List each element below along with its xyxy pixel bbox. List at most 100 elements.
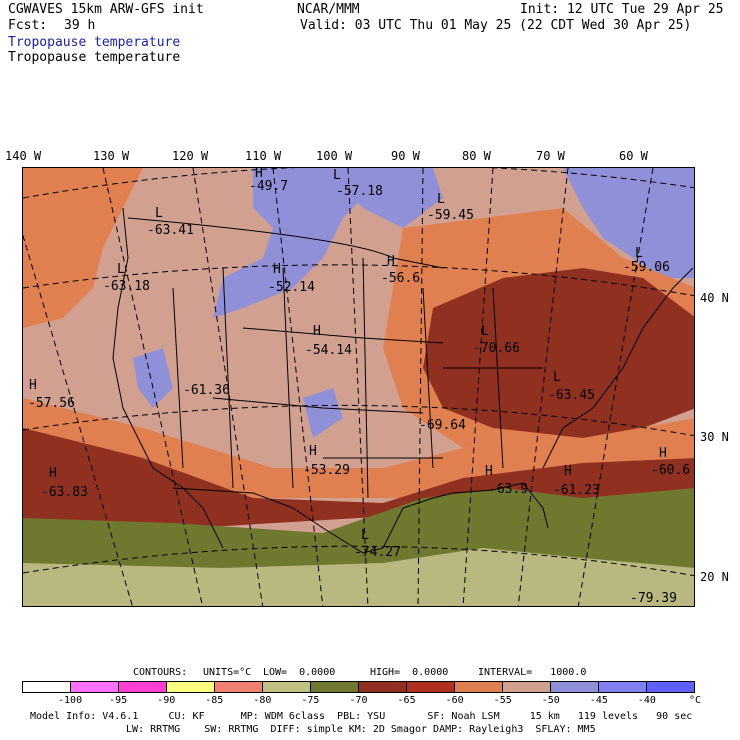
lat-label-30n: 30 N [700, 430, 729, 444]
forecast-label: Fcst: [8, 18, 48, 33]
map-label-value: -52.14 [268, 280, 315, 295]
field-title-primary: Tropopause temperature [8, 35, 181, 50]
tropopause-temperature-map: H -49.7 L -57.18 L -59.45 L -63.41 H -52… [22, 167, 695, 607]
legend-tick-label: -100 [58, 695, 83, 706]
map-label-value: -53.29 [303, 463, 350, 478]
legend-tick-label: -40 [637, 695, 656, 706]
map-label-value: -79.39 [630, 591, 677, 606]
legend-tick-label: -50 [541, 695, 560, 706]
legend-swatch [167, 682, 215, 692]
legend-swatch [119, 682, 167, 692]
legend-tick-label: -75 [301, 695, 320, 706]
map-label-kind: H [564, 464, 572, 479]
legend-swatch [599, 682, 647, 692]
map-label-value: -63.18 [103, 279, 150, 294]
region-purple-great-basin [133, 348, 173, 408]
color-legend [22, 681, 695, 693]
map-label-value: -54.14 [305, 343, 352, 358]
legend-tick-label: -80 [253, 695, 272, 706]
map-label-kind: L [437, 192, 445, 207]
contours-low: LOW= 0.0000 [263, 667, 336, 678]
map-label-value: -61.23 [553, 483, 600, 498]
legend-swatch [23, 682, 71, 692]
contours-units: UNITS=°C [203, 667, 252, 678]
lat-label-20n: 20 N [700, 570, 729, 584]
map-label-value: -56.6 [381, 271, 421, 286]
map-label-value: -61.36 [183, 383, 230, 398]
region-purple-plains [303, 388, 343, 438]
lon-label-110w: 110 W [245, 149, 282, 163]
lon-label-140w: 140 W [5, 149, 42, 163]
lon-label-70w: 70 W [536, 149, 565, 163]
lon-label-130w: 130 W [93, 149, 130, 163]
map-label-value: -69.64 [419, 418, 466, 433]
legend-unit: °C [688, 695, 702, 706]
map-label-kind: L [481, 324, 489, 339]
map-label-kind: L [117, 262, 125, 277]
map-label-kind: H [313, 324, 321, 339]
legend-swatch [359, 682, 407, 692]
map-label-value: -59.06 [623, 260, 670, 275]
legend-tick-label: -70 [349, 695, 368, 706]
map-label-kind: H [659, 446, 667, 461]
map-label-kind: H [485, 464, 493, 479]
model-title: CGWAVES 15km ARW-GFS init [8, 2, 204, 17]
legend-tick-label: -60 [445, 695, 464, 706]
valid-time: Valid: 03 UTC Thu 01 May 25 (22 CDT Wed … [300, 18, 692, 33]
contours-high: HIGH= 0.0000 [370, 667, 449, 678]
legend-swatch [71, 682, 119, 692]
lon-label-100w: 100 W [316, 149, 353, 163]
region-darkred-south [23, 428, 694, 538]
region-khaki-south [23, 548, 694, 606]
legend-tick-label: -85 [205, 695, 224, 706]
map-label-kind: L [333, 168, 341, 183]
lon-label-120w: 120 W [172, 149, 209, 163]
map-canvas [23, 168, 694, 606]
map-label-value: -70.66 [473, 341, 520, 356]
map-label-value: -63.45 [548, 388, 595, 403]
forecast-hours: 39 h [64, 18, 96, 33]
map-label-value: -59.45 [427, 208, 474, 223]
legend-tick-label: -55 [493, 695, 512, 706]
org-name: NCAR/MMM [297, 2, 360, 17]
map-label-value: -63.83 [41, 485, 88, 500]
map-label-kind: H [29, 378, 37, 393]
political-boundaries [112, 207, 694, 554]
lon-label-90w: 90 W [391, 149, 420, 163]
lat-label-40n: 40 N [700, 291, 729, 305]
region-purple-northcentral [213, 168, 373, 318]
map-label-kind: H [255, 167, 263, 181]
contours-label: CONTOURS: [133, 667, 188, 678]
map-label-value: -49.7 [249, 179, 289, 194]
physics-info-line: LW: RRTMG SW: RRTMG DIFF: simple KM: 2D … [126, 724, 596, 735]
init-time: Init: 12 UTC Tue 29 Apr 25 [520, 2, 724, 17]
legend-swatch [311, 682, 359, 692]
map-label-value: -63.9 [489, 482, 529, 497]
legend-swatch [647, 682, 694, 692]
field-title-secondary: Tropopause temperature [8, 50, 181, 65]
map-label-kind: H [49, 466, 57, 481]
region-pacific-nw [23, 168, 143, 328]
legend-swatch [503, 682, 551, 692]
legend-swatch [407, 682, 455, 692]
model-info-line: Model Info: V4.6.1 CU: KF MP: WDM 6class… [30, 711, 693, 722]
legend-tick-label: -95 [109, 695, 128, 706]
map-label-kind: L [553, 370, 561, 385]
map-label-value: -60.6 [651, 463, 691, 478]
legend-tick-label: -65 [397, 695, 416, 706]
legend-tick-label: -90 [157, 695, 176, 706]
region-purple-canada [323, 168, 443, 228]
legend-swatch [551, 682, 599, 692]
region-purple-northeast [563, 168, 694, 278]
map-label-value: -63.41 [147, 223, 194, 238]
map-label-kind: H [273, 262, 281, 277]
region-darkred-east [423, 268, 694, 438]
legend-tick-label: -45 [589, 695, 608, 706]
map-label-value: -74.27 [354, 545, 401, 560]
map-label-kind: L [361, 528, 369, 543]
contours-interval: INTERVAL= 1000.0 [478, 667, 587, 678]
map-label-value: -57.56 [28, 396, 75, 411]
map-label-kind: H [309, 444, 317, 459]
map-label-value: -57.18 [336, 184, 383, 199]
map-label-kind: L [635, 246, 643, 261]
